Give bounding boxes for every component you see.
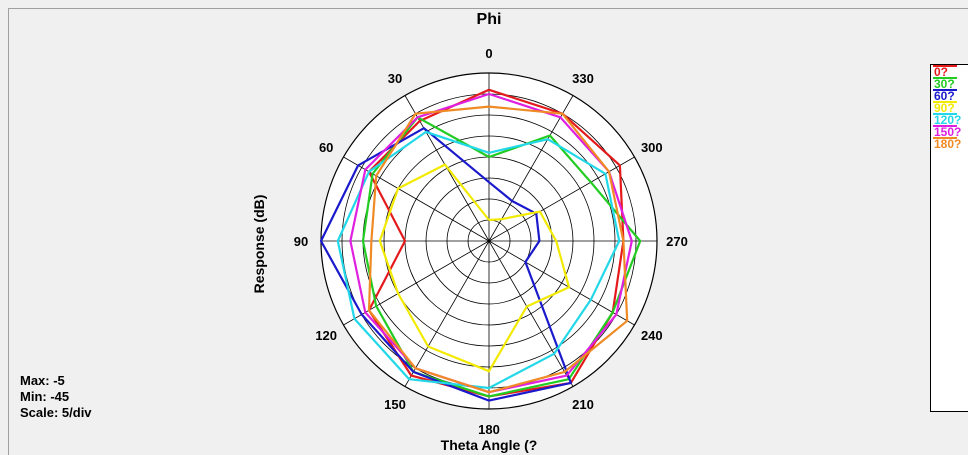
angle-tick-label: 60	[319, 140, 333, 155]
y-axis-title: Response (dB)	[251, 195, 267, 294]
stats-panel: Max: -5 Min: -45 Scale: 5/div	[20, 373, 92, 421]
plot-frame	[8, 8, 968, 455]
stat-max: Max: -5	[20, 373, 65, 388]
x-axis-title: Theta Angle (?	[441, 437, 538, 453]
series-layer	[319, 88, 642, 402]
legend-entry: 60?	[931, 89, 968, 103]
angle-tick-label: 120	[315, 328, 337, 343]
angle-tick-label: 90	[294, 234, 308, 249]
legend-swatch	[933, 65, 957, 67]
stat-min: Min: -45	[20, 389, 70, 404]
grid-spoke	[343, 156, 490, 242]
legend-label: 60?	[934, 89, 955, 103]
legend-swatch	[933, 89, 957, 91]
angle-tick-label: 210	[572, 397, 594, 412]
legend-swatch	[933, 113, 957, 115]
legend-entry: 180?	[931, 137, 968, 151]
grid-spoke	[488, 156, 635, 242]
legend-entry: 0?	[931, 65, 968, 79]
legend-label: 30?	[934, 77, 955, 91]
legend-swatch	[933, 125, 957, 127]
legend-entry: 120?	[931, 113, 968, 127]
angle-tick-label: 270	[666, 234, 688, 249]
legend-swatch	[933, 77, 957, 79]
series-line	[367, 105, 629, 394]
legend-label: 120?	[934, 113, 962, 127]
stat-scale: Scale: 5/div	[20, 405, 92, 420]
series-line	[361, 116, 642, 398]
legend-label: 90?	[934, 101, 955, 115]
grid-spoke	[488, 95, 574, 242]
angle-tick-label: 30	[388, 71, 402, 86]
legend-swatch	[933, 137, 957, 139]
grid-spoke	[404, 240, 490, 387]
legend-entry: 150?	[931, 125, 968, 139]
grid-spoke	[488, 240, 635, 326]
angle-tick-label: 150	[384, 397, 406, 412]
legend-label: 150?	[934, 125, 962, 139]
chart-title: Phi	[477, 11, 502, 28]
legend-entry: 90?	[931, 101, 968, 115]
series-line	[378, 163, 571, 373]
angle-tick-label: 240	[641, 328, 663, 343]
series-line	[336, 130, 621, 390]
angle-tick-label: 0	[485, 46, 492, 61]
legend-swatch	[933, 101, 957, 103]
angle-tick-label: 300	[641, 140, 663, 155]
legend-entry: 30?	[931, 77, 968, 91]
label-layer: Phi Theta Angle (? Response (dB) 0 30 60 90…	[251, 11, 688, 453]
angle-tick-label: 180	[478, 422, 500, 437]
legend-label: 180?	[934, 137, 962, 151]
legend: 0? 30? 60? 90? 120? 150? 180?	[930, 64, 968, 412]
grid-spoke	[488, 240, 574, 387]
legend-label: 0?	[934, 65, 949, 79]
grid-spoke	[343, 240, 490, 326]
series-line	[319, 127, 573, 402]
angle-tick-label: 330	[572, 71, 594, 86]
